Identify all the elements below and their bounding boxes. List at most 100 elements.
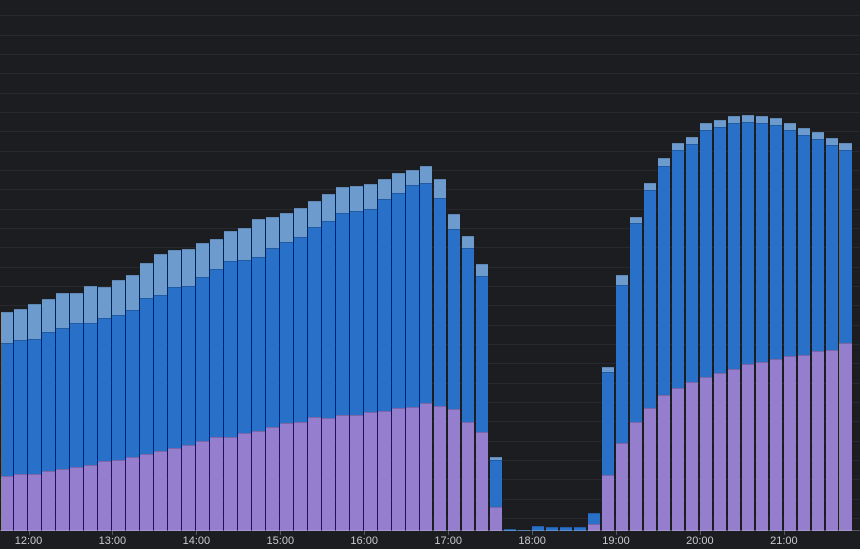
bar-stack[interactable] (643, 183, 657, 531)
bar-stack[interactable] (601, 367, 615, 531)
bar-stack[interactable] (406, 170, 419, 531)
bar-stack[interactable] (587, 513, 601, 531)
bar-segment-purple (84, 465, 97, 531)
bar-stack[interactable] (741, 115, 755, 531)
bar-stack[interactable] (168, 250, 181, 531)
bar-segment-blue (406, 185, 419, 407)
x-axis-tick (28, 531, 30, 535)
bar-stack[interactable] (154, 254, 167, 531)
bar-stack[interactable] (378, 179, 391, 531)
bar-stack[interactable] (140, 263, 153, 531)
bar-segment-lightblue (615, 275, 629, 285)
bar-segment-lightblue (28, 304, 41, 339)
bar-stack[interactable] (294, 208, 307, 531)
bar-stack[interactable] (280, 213, 293, 531)
bar-stack[interactable] (364, 184, 377, 531)
bar-stack[interactable] (182, 249, 195, 531)
bar-stack[interactable] (545, 527, 559, 531)
bar-segment-lightblue (266, 217, 279, 248)
bar-stack[interactable] (28, 304, 41, 531)
bar-segment-lightblue (350, 186, 363, 211)
bar-segment-purple (98, 461, 111, 531)
bar-segment-lightblue (84, 286, 97, 323)
bar-segment-blue (573, 527, 587, 531)
bar-stack[interactable] (98, 287, 111, 531)
bar-stack[interactable] (266, 217, 279, 531)
bar-stack[interactable] (783, 123, 797, 531)
bar-segment-blue (182, 286, 195, 445)
bar-segment-purple (433, 406, 447, 531)
bar-stack[interactable] (531, 526, 545, 531)
bar-stack[interactable] (755, 116, 769, 531)
bar-segment-lightblue (210, 239, 223, 269)
bar-stack[interactable] (126, 275, 139, 531)
bar-segment-purple (769, 359, 783, 531)
bar-stack[interactable] (224, 231, 237, 531)
bar-stack[interactable] (727, 116, 741, 531)
x-axis-line (0, 530, 860, 531)
bar-stack[interactable] (238, 228, 251, 531)
bar-stack[interactable] (322, 194, 335, 531)
bar-stack[interactable] (825, 138, 838, 531)
bar-stack[interactable] (336, 187, 349, 531)
bar-stack[interactable] (196, 243, 209, 531)
bar-segment-blue (447, 229, 461, 409)
bar-segment-purple (266, 427, 279, 531)
bar-stack[interactable] (308, 201, 321, 531)
bar-stack[interactable] (461, 236, 475, 531)
bar-segment-lightblue (475, 264, 489, 276)
bar-segment-blue (140, 298, 153, 454)
x-axis-label: 17:00 (434, 535, 462, 547)
bar-segment-blue (783, 130, 797, 356)
bar-segment-blue (811, 139, 824, 351)
bar-stack[interactable] (811, 132, 824, 531)
bar-stack[interactable] (503, 529, 517, 531)
bar-stack[interactable] (769, 118, 783, 531)
bar-stack[interactable] (56, 293, 69, 531)
bar-segment-blue (238, 260, 251, 433)
bar-stack[interactable] (797, 128, 811, 531)
bar-stack[interactable] (685, 137, 699, 531)
bar-segment-blue (713, 127, 727, 373)
bar-segment-purple (741, 364, 755, 531)
bar-segment-blue (657, 166, 671, 395)
bar-segment-lightblue (140, 263, 153, 298)
gridline (0, 15, 860, 17)
bar-segment-purple (42, 471, 55, 531)
bar-stack[interactable] (713, 120, 727, 531)
bar-stack[interactable] (615, 275, 629, 531)
bar-stack[interactable] (84, 286, 97, 531)
bar-stack[interactable] (517, 530, 531, 531)
bar-stack[interactable] (559, 527, 573, 531)
bar-segment-purple (336, 415, 349, 531)
bar-stack[interactable] (489, 457, 503, 531)
bar-stack[interactable] (14, 309, 27, 531)
bar-segment-purple (322, 418, 335, 531)
bar-stack[interactable] (671, 143, 685, 531)
bar-stack[interactable] (475, 264, 489, 531)
bar-segment-lightblue (252, 219, 265, 257)
bar-stack[interactable] (70, 293, 83, 531)
bar-segment-blue (489, 460, 503, 507)
bar-stack[interactable] (0, 312, 13, 531)
bar-stack[interactable] (252, 219, 265, 531)
bar-segment-blue (0, 343, 13, 476)
bar-stack[interactable] (112, 280, 125, 531)
bar-segment-purple (727, 369, 741, 531)
bar-stack[interactable] (419, 166, 433, 531)
bar-stack[interactable] (447, 214, 461, 531)
bar-stack[interactable] (392, 173, 405, 531)
bar-stack[interactable] (433, 179, 447, 531)
bar-stack[interactable] (839, 143, 852, 531)
bar-stack[interactable] (350, 186, 363, 531)
bar-segment-purple (224, 437, 237, 531)
bar-stack[interactable] (629, 217, 643, 531)
bar-stack[interactable] (42, 299, 55, 531)
bar-segment-purple (657, 395, 671, 531)
bar-stack[interactable] (657, 158, 671, 531)
bar-stack[interactable] (573, 527, 587, 531)
bar-stack[interactable] (210, 239, 223, 531)
bar-segment-blue (699, 130, 713, 377)
bar-segment-purple (587, 524, 601, 531)
bar-stack[interactable] (699, 123, 713, 531)
